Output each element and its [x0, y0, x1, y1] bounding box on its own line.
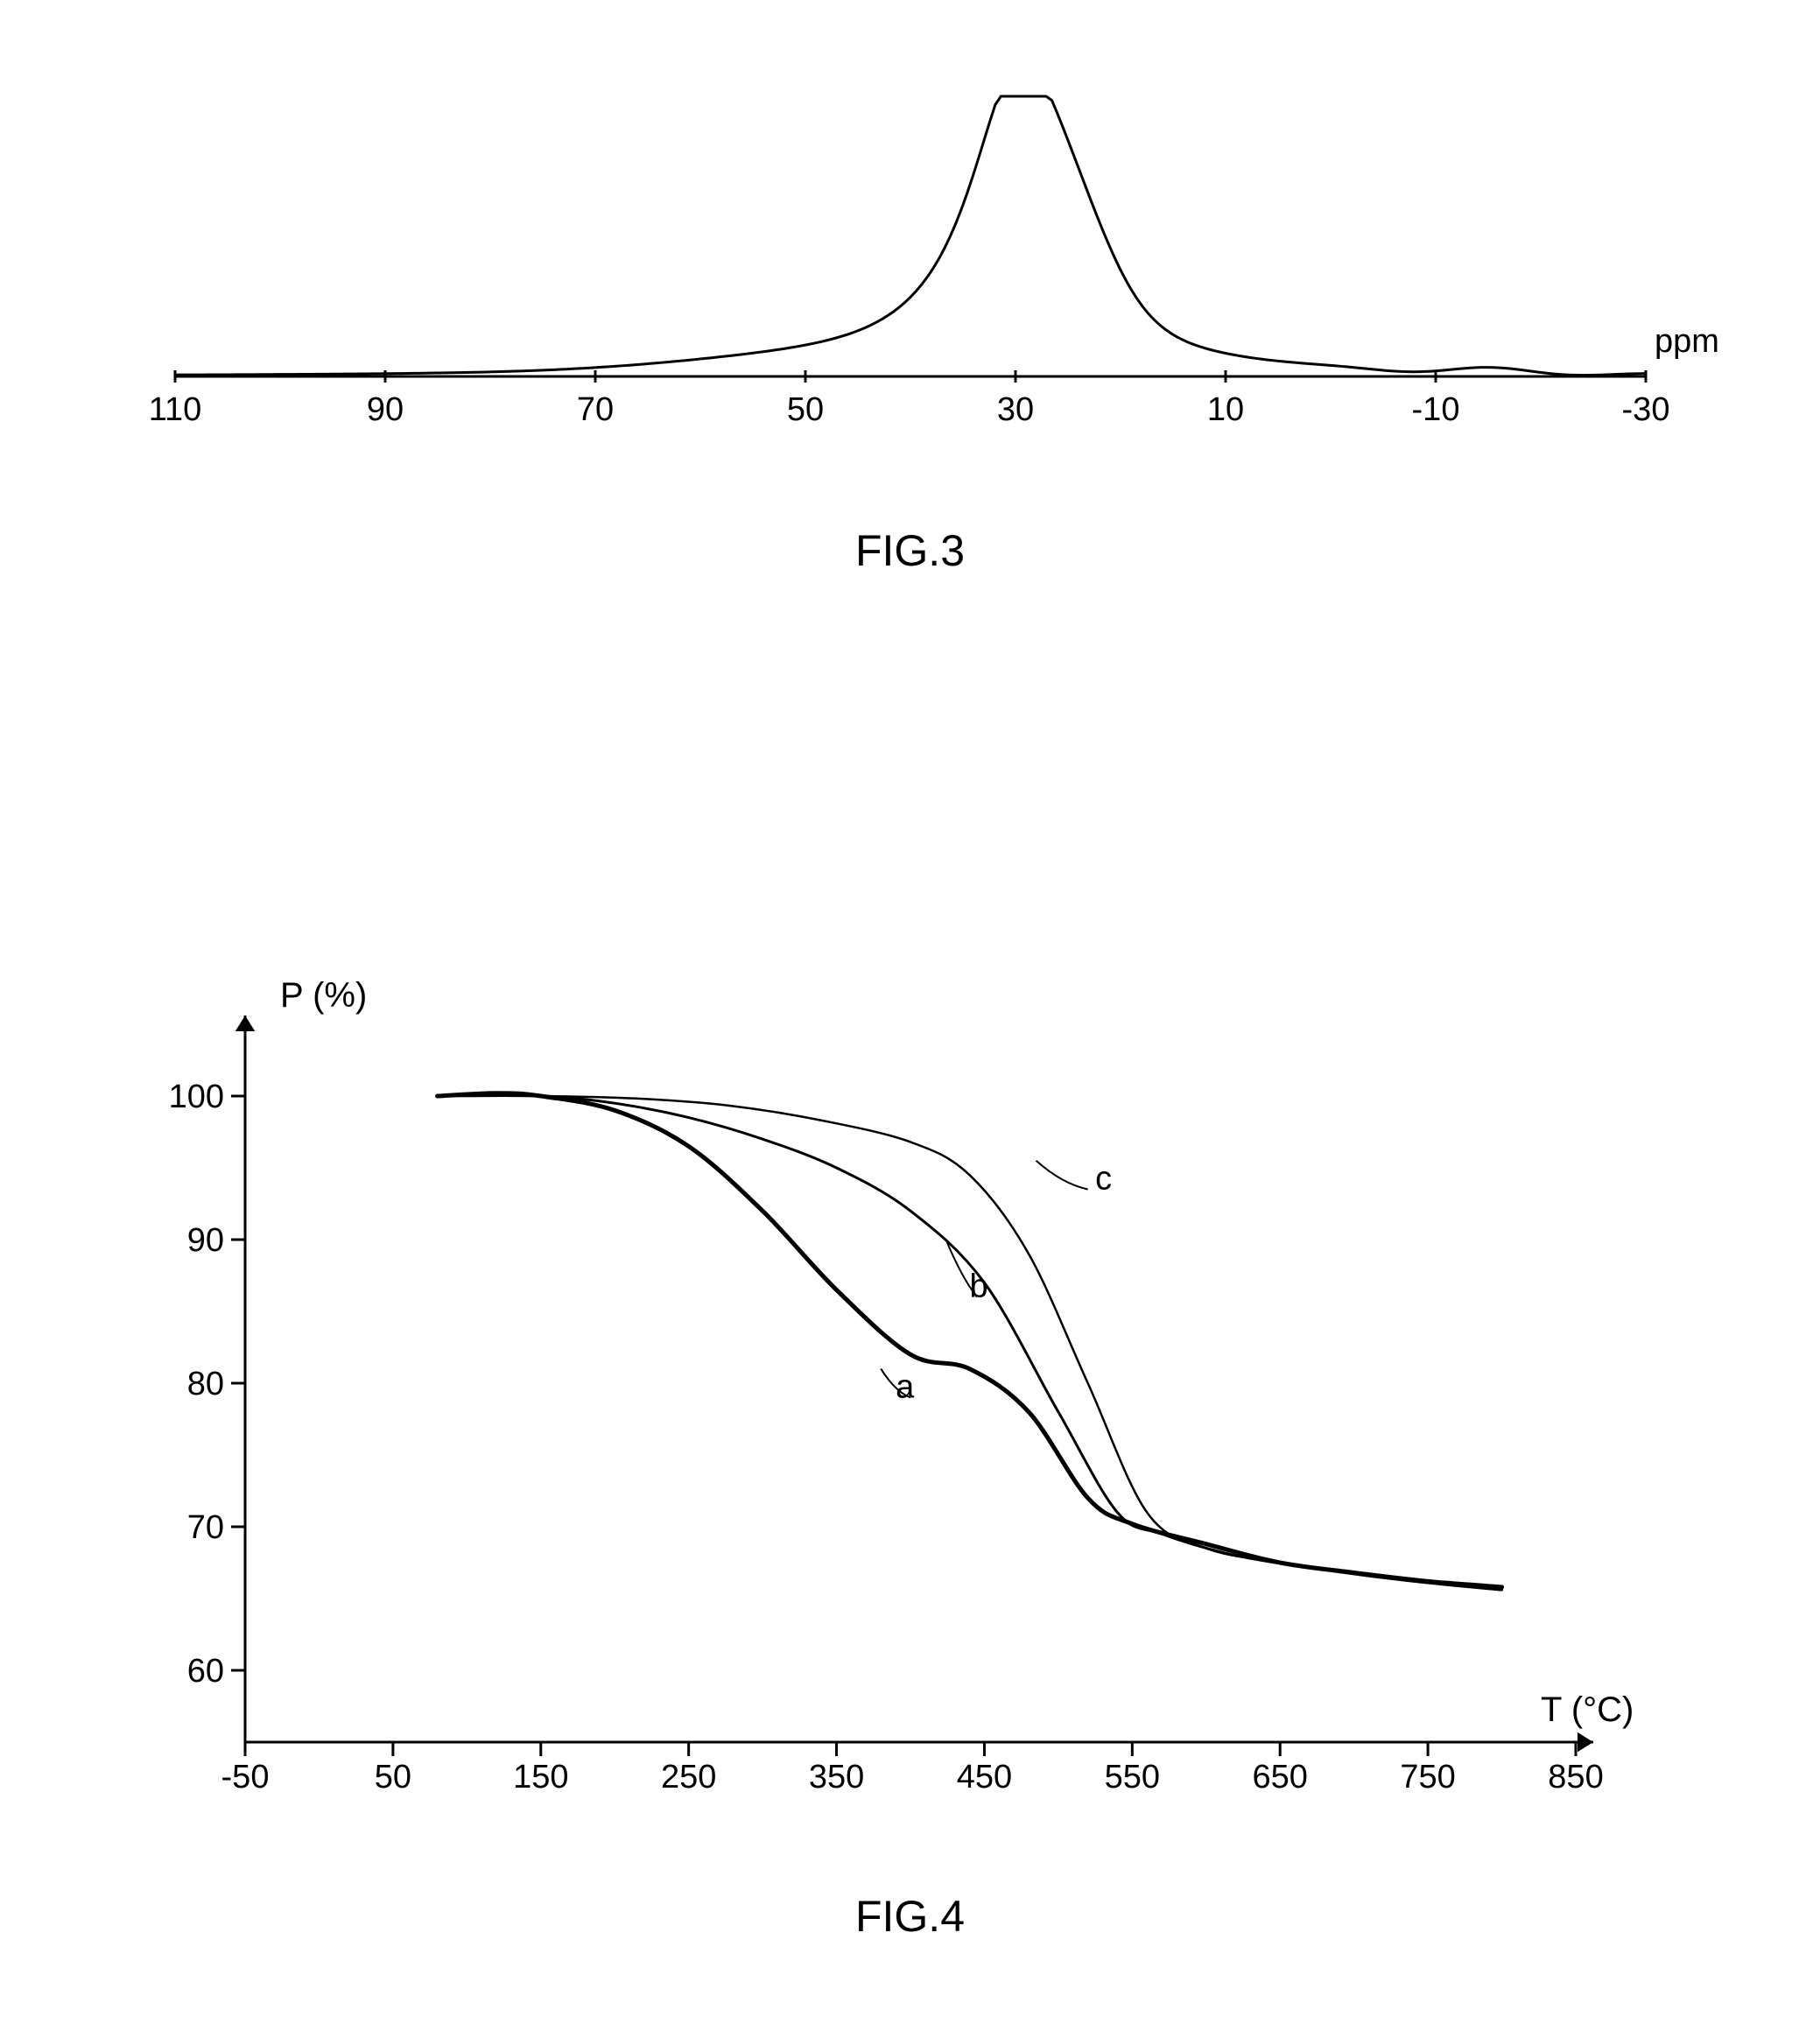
svg-text:450: 450 [957, 1759, 1012, 1796]
svg-text:70: 70 [187, 1509, 224, 1546]
svg-text:ppm: ppm [1655, 323, 1719, 360]
svg-text:90: 90 [367, 391, 404, 428]
svg-text:P (%): P (%) [280, 976, 367, 1015]
svg-text:c: c [1095, 1161, 1112, 1198]
svg-text:-30: -30 [1622, 391, 1670, 428]
svg-text:100: 100 [169, 1079, 224, 1115]
svg-text:50: 50 [375, 1759, 411, 1796]
svg-text:850: 850 [1548, 1759, 1603, 1796]
svg-text:110: 110 [149, 391, 202, 428]
svg-text:350: 350 [809, 1759, 864, 1796]
svg-text:80: 80 [187, 1366, 224, 1402]
svg-text:30: 30 [997, 391, 1034, 428]
svg-text:60: 60 [187, 1653, 224, 1690]
fig4-svg: 60 70 80 90 100 -50 50 150 250 350 450 550 650 750 850… [0, 963, 1820, 1882]
fig3-label: FIG.3 [0, 525, 1820, 576]
figure-4: 60 70 80 90 100 -50 50 150 250 350 450 550 650 750 850… [0, 963, 1820, 1942]
svg-text:70: 70 [577, 391, 614, 428]
fig3-svg: 110 90 70 50 30 10 -10 -30 ppm [0, 35, 1820, 525]
svg-text:-50: -50 [221, 1759, 270, 1796]
svg-text:T (°C): T (°C) [1541, 1690, 1634, 1729]
svg-text:550: 550 [1105, 1759, 1160, 1796]
svg-text:b: b [970, 1269, 988, 1305]
svg-text:50: 50 [787, 391, 824, 428]
svg-text:a: a [896, 1368, 915, 1405]
svg-text:150: 150 [513, 1759, 568, 1796]
svg-text:-10: -10 [1412, 391, 1460, 428]
svg-text:250: 250 [661, 1759, 716, 1796]
svg-text:90: 90 [187, 1222, 224, 1259]
fig4-label: FIG.4 [0, 1891, 1820, 1942]
svg-text:10: 10 [1207, 391, 1244, 428]
figure-3: 110 90 70 50 30 10 -10 -30 ppm FIG.3 [0, 35, 1820, 576]
svg-text:750: 750 [1400, 1759, 1455, 1796]
svg-text:650: 650 [1253, 1759, 1308, 1796]
